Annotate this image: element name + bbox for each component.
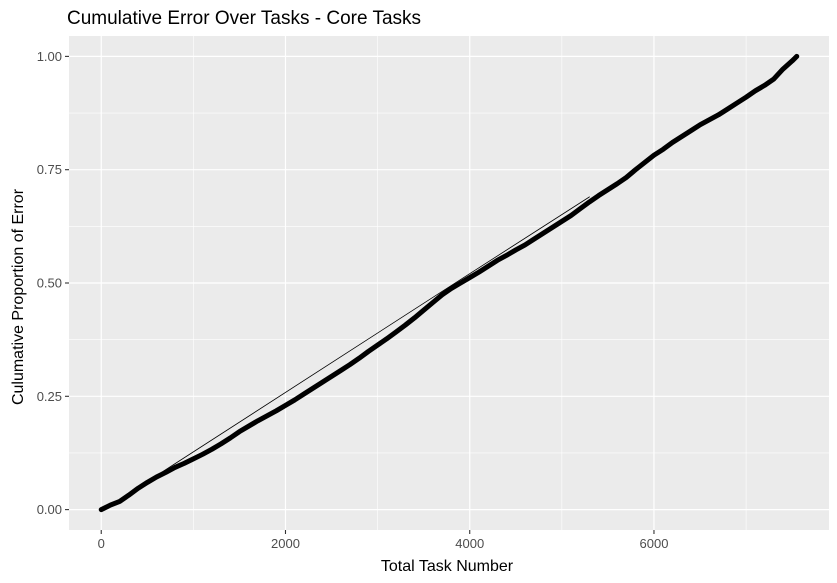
x-axis-ticks: 0 2000 4000 6000 xyxy=(98,530,669,551)
reference-line xyxy=(156,196,590,477)
y-tick-label: 1.00 xyxy=(37,49,62,64)
y-tick-label: 0.75 xyxy=(37,162,62,177)
major-gridlines xyxy=(69,36,829,530)
y-tick-label: 0.50 xyxy=(37,276,62,291)
chart-title: Cumulative Error Over Tasks - Core Tasks xyxy=(67,8,421,29)
y-axis-title: Culumative Proportion of Error xyxy=(10,188,27,405)
x-tick-label: 0 xyxy=(98,536,105,551)
x-tick-label: 2000 xyxy=(271,536,300,551)
x-tick-label: 6000 xyxy=(640,536,669,551)
x-tick-label: 4000 xyxy=(455,536,484,551)
y-axis-ticks: 0.00 0.25 0.50 0.75 1.00 xyxy=(37,49,69,517)
y-tick-label: 0.25 xyxy=(37,389,62,404)
cumulative-error-line xyxy=(98,53,800,513)
y-tick-label: 0.00 xyxy=(37,502,62,517)
x-axis-title: Total Task Number xyxy=(381,558,514,575)
series-layer xyxy=(98,53,800,513)
